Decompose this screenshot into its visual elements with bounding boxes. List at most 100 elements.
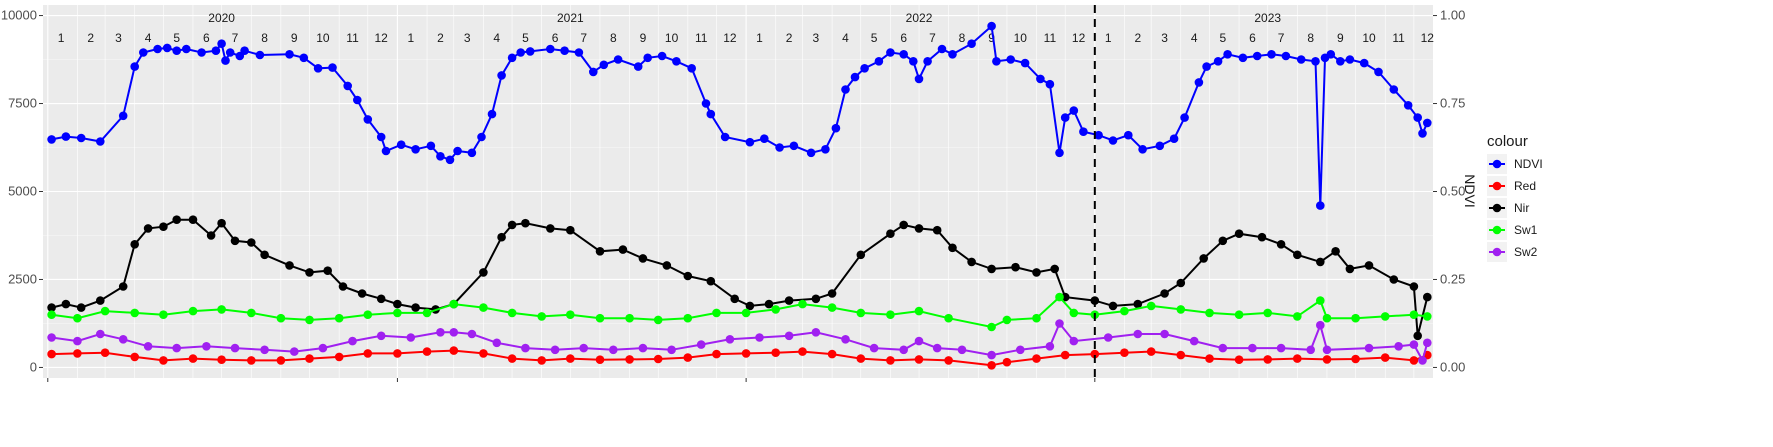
- data-point-ndvi: [1069, 106, 1079, 115]
- data-point-sw1: [987, 322, 996, 332]
- data-point-sw2: [1016, 345, 1025, 355]
- month-label: 7: [232, 31, 239, 45]
- y-tick-label-right: 1.00: [1440, 8, 1465, 23]
- data-point-nir: [1011, 262, 1020, 272]
- data-point-sw2: [143, 342, 153, 351]
- data-point-ndvi: [657, 51, 667, 61]
- month-label: 8: [1307, 31, 1314, 45]
- data-point-sw1: [1316, 296, 1325, 305]
- data-point-ndvi: [1020, 58, 1030, 68]
- month-label: 12: [375, 31, 389, 45]
- data-point-ndvi: [221, 56, 230, 65]
- month-label: 12: [1072, 31, 1086, 45]
- data-point-sw1: [537, 312, 546, 321]
- data-point-sw2: [638, 343, 648, 353]
- data-point-ndvi: [909, 57, 918, 66]
- data-point-sw1: [334, 313, 344, 323]
- data-point-ndvi: [1055, 148, 1064, 158]
- data-point-ndvi: [1155, 141, 1165, 151]
- data-point-nir: [683, 271, 693, 281]
- data-point-ndvi: [436, 152, 445, 161]
- data-point-ndvi: [789, 141, 799, 151]
- data-point-sw2: [1160, 329, 1169, 339]
- data-point-sw2: [230, 343, 240, 353]
- data-point-ndvi: [411, 145, 420, 154]
- month-label: 8: [959, 31, 966, 45]
- data-point-nir: [479, 268, 488, 277]
- data-point-red: [741, 349, 751, 358]
- data-point-ndvi: [76, 133, 86, 143]
- data-point-sw1: [159, 310, 168, 320]
- data-point-ndvi: [225, 48, 235, 57]
- data-point-ndvi: [1213, 57, 1223, 66]
- data-point-red: [507, 354, 517, 363]
- data-point-red: [771, 348, 780, 358]
- data-point-ndvi: [613, 55, 623, 64]
- data-point-sw2: [348, 336, 357, 346]
- data-point-ndvi: [886, 48, 895, 57]
- month-label: 6: [900, 31, 907, 45]
- data-point-red: [159, 356, 168, 365]
- month-label: 9: [1337, 31, 1344, 45]
- series-nir: [47, 215, 1432, 341]
- data-point-red: [479, 349, 488, 358]
- month-label: 3: [1161, 31, 1168, 45]
- data-point-ndvi: [987, 21, 996, 31]
- data-point-ndvi: [118, 111, 128, 121]
- data-point-nir: [130, 240, 139, 249]
- data-point-red: [73, 349, 82, 358]
- data-point-nir: [285, 261, 294, 270]
- data-point-sw2: [841, 335, 850, 344]
- data-point-sw2: [1364, 343, 1374, 353]
- legend-label: Sw2: [1514, 245, 1538, 259]
- data-point-ndvi: [850, 72, 860, 82]
- data-point-ndvi: [967, 39, 976, 48]
- data-point-sw1: [449, 299, 459, 309]
- data-point-ndvi: [633, 62, 643, 71]
- data-point-ndvi: [992, 57, 1001, 66]
- data-point-nir: [706, 276, 716, 286]
- data-point-sw1: [827, 303, 837, 312]
- data-point-sw2: [290, 347, 299, 356]
- data-point-nir: [217, 218, 226, 228]
- data-point-ndvi: [197, 48, 206, 57]
- data-point-red: [188, 354, 198, 363]
- data-point-red: [886, 356, 895, 365]
- data-point-red: [987, 361, 996, 370]
- data-point-ndvi: [937, 44, 947, 54]
- legend: colour NDVI Red Nir Sw1 Sw2: [1487, 133, 1543, 262]
- data-point-sw2: [1069, 336, 1079, 346]
- data-point-ndvi: [1060, 113, 1070, 122]
- data-point-sw2: [202, 342, 211, 351]
- data-point-ndvi: [61, 132, 71, 141]
- data-point-nir: [1218, 236, 1228, 246]
- data-point-red: [1322, 355, 1332, 364]
- data-point-sw2: [725, 335, 735, 344]
- data-point-red: [1146, 347, 1156, 356]
- data-point-nir: [1133, 299, 1143, 309]
- data-point-sw1: [393, 308, 402, 318]
- data-point-sw1: [479, 303, 488, 312]
- data-point-ndvi: [313, 64, 323, 73]
- data-point-ndvi: [1403, 101, 1413, 110]
- month-labels: 1 2 3 4 5 6 7 8 9 10 11 12 1 2 3 4 5 6 7 8 9 10 11 12 1 2 3 4 5 6 7 8 9 1…: [58, 31, 1434, 45]
- y-tick-label-right: 0.50: [1440, 184, 1465, 199]
- data-point-nir: [357, 289, 367, 298]
- month-label: 11: [1044, 31, 1057, 45]
- legend-item-nir: Nir: [1487, 198, 1529, 218]
- data-point-sw2: [1055, 319, 1064, 328]
- y-tick-label-left: 10000: [1, 8, 37, 23]
- data-point-sw1: [856, 308, 866, 318]
- data-point-red: [217, 355, 226, 365]
- data-point-sw1: [914, 306, 924, 316]
- data-point-sw1: [1120, 306, 1129, 316]
- month-label: 7: [1278, 31, 1285, 45]
- data-point-red: [1351, 354, 1360, 364]
- data-point-nir: [1293, 250, 1302, 260]
- data-point-red: [1002, 357, 1012, 367]
- month-label: 10: [1014, 31, 1028, 45]
- data-point-ndvi: [211, 46, 221, 55]
- year-label: 2022: [906, 11, 933, 25]
- legend-item-sw2: Sw2: [1487, 242, 1538, 262]
